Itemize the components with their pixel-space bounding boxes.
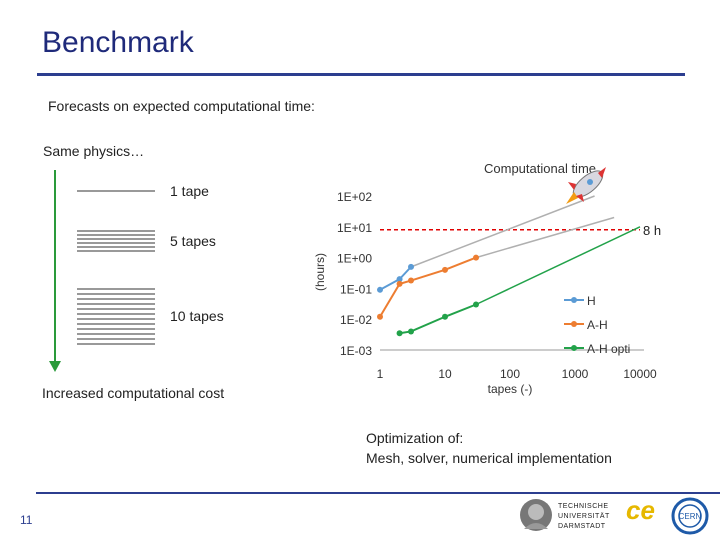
eight-hour-line: 8 h xyxy=(380,223,661,238)
data-point xyxy=(408,328,415,335)
data-point xyxy=(377,286,383,293)
x-axis-label: tapes (-) xyxy=(488,382,533,396)
cern-logo-icon: CERN xyxy=(671,497,709,535)
data-point xyxy=(396,280,403,287)
tape-illustration xyxy=(49,170,155,372)
y-tick-label: 1E+01 xyxy=(337,221,372,235)
data-point xyxy=(408,263,415,270)
y-tick-label: 1E+00 xyxy=(337,252,372,266)
chart-axes: 1E-03 1E-02 1E-01 1E+00 1E+01 1E+02 1 10 100 1000… xyxy=(337,190,657,381)
chart-legend: H A-H A-H opti xyxy=(564,294,630,356)
ce-logo: ce xyxy=(626,495,655,525)
cost-arrow-head xyxy=(49,361,61,372)
data-point xyxy=(442,313,448,320)
footer-divider xyxy=(36,492,720,494)
y-axis-label: (hours) xyxy=(313,253,327,291)
data-point xyxy=(442,266,448,273)
optimization-line-1: Optimization of: xyxy=(366,430,464,446)
data-point xyxy=(408,277,415,284)
tu-darmstadt-logo: TECHNISCHE UNIVERSITÄT DARMSTADT xyxy=(518,497,620,537)
legend-label: A-H xyxy=(587,318,608,332)
reference-label: 8 h xyxy=(643,223,661,238)
data-point xyxy=(396,330,403,337)
darwin-portrait-icon xyxy=(520,499,552,531)
chart-title: Computational time xyxy=(484,161,596,176)
trend-line xyxy=(475,216,615,259)
tape-label-10: 10 tapes xyxy=(170,308,224,324)
optimization-text: Optimization of: Mesh, solver, numerical… xyxy=(366,428,612,468)
trend-line xyxy=(475,226,641,306)
x-tick-label: 1 xyxy=(377,367,384,381)
optimization-line-2: Mesh, solver, numerical implementation xyxy=(366,450,612,466)
logo-text-2: UNIVERSITÄT xyxy=(558,513,610,520)
title-divider xyxy=(37,73,685,76)
tape-lines xyxy=(77,190,155,345)
same-physics-label: Same physics… xyxy=(43,143,145,159)
legend-marker xyxy=(571,345,577,351)
logo-text-1: TECHNISCHE xyxy=(558,503,609,510)
trend-line xyxy=(410,195,595,268)
legend-marker xyxy=(571,321,577,327)
tape-label-1: 1 tape xyxy=(170,183,209,199)
data-point xyxy=(377,313,383,320)
x-tick-label: 10 xyxy=(438,367,452,381)
data-point xyxy=(473,254,480,261)
rocket-icon xyxy=(566,167,606,204)
series-line xyxy=(379,266,412,291)
cern-logo-text: CERN xyxy=(679,512,702,521)
y-tick-label: 1E-01 xyxy=(340,282,372,296)
y-tick-label: 1E+02 xyxy=(337,190,372,204)
increased-cost-label: Increased computational cost xyxy=(42,385,225,401)
slide-title: Benchmark xyxy=(42,26,194,59)
tape-label-5: 5 tapes xyxy=(170,233,216,249)
data-point xyxy=(473,301,480,308)
y-tick-label: 1E-03 xyxy=(340,344,372,358)
x-tick-label: 100 xyxy=(500,367,520,381)
cern-logo: CERN xyxy=(668,496,712,536)
legend-label: A-H opti xyxy=(587,342,630,356)
data-point xyxy=(396,276,403,283)
x-tick-label: 10000 xyxy=(623,367,657,381)
legend-label: H xyxy=(587,294,596,308)
series-line xyxy=(399,303,477,335)
chart-series xyxy=(377,195,641,337)
slide-subtitle: Forecasts on expected computational time… xyxy=(48,98,315,114)
computational-time-chart: Computational time (hours) tapes (-) 1E-… xyxy=(313,161,661,396)
series-line xyxy=(379,256,477,318)
page-number: 11 xyxy=(20,513,33,527)
x-tick-label: 1000 xyxy=(562,367,589,381)
legend-marker xyxy=(571,297,577,303)
logo-text-3: DARMSTADT xyxy=(558,523,606,530)
y-tick-label: 1E-02 xyxy=(340,313,372,327)
